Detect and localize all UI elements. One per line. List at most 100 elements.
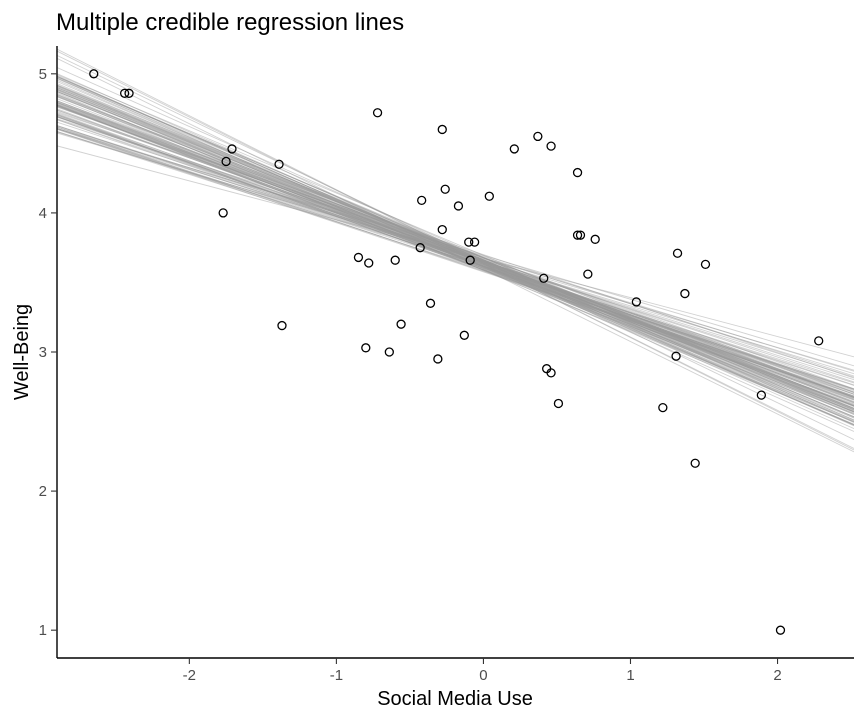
regression-line xyxy=(57,76,854,419)
regression-line xyxy=(57,76,854,421)
chart-title: Multiple credible regression lines xyxy=(56,9,404,36)
regression-line xyxy=(57,128,854,386)
regression-line xyxy=(57,54,854,441)
regression-line xyxy=(57,102,854,400)
data-point xyxy=(680,288,690,299)
regression-line xyxy=(57,100,854,413)
regression-line xyxy=(57,102,854,407)
regression-line xyxy=(57,89,854,411)
regression-line xyxy=(57,78,854,422)
data-point xyxy=(575,230,586,240)
data-point xyxy=(509,144,519,154)
regression-line xyxy=(57,89,854,423)
data-point xyxy=(484,191,494,201)
regression-line xyxy=(57,79,854,426)
regression-line xyxy=(57,110,854,393)
regression-line xyxy=(57,90,854,419)
regression-line xyxy=(57,85,854,411)
x-axis-title: Social Media Use xyxy=(377,688,533,710)
regression-line xyxy=(57,131,854,391)
regression-line xyxy=(57,105,854,399)
regression-line xyxy=(57,87,854,418)
regression-line xyxy=(57,73,854,426)
regression-line xyxy=(57,106,854,397)
regression-line xyxy=(57,104,854,402)
regression-line xyxy=(57,85,854,412)
regression-line xyxy=(57,130,854,384)
data-point xyxy=(546,368,556,378)
regression-line xyxy=(57,131,854,375)
regression-line xyxy=(57,101,854,409)
data-point xyxy=(459,330,469,340)
regression-line xyxy=(57,100,854,395)
y-tick-label: 5 xyxy=(39,66,47,83)
data-point xyxy=(384,347,394,357)
x-tick-label: 2 xyxy=(773,667,781,684)
regression-line xyxy=(57,96,854,407)
regression-line xyxy=(57,116,854,401)
y-tick-label: 2 xyxy=(39,483,47,500)
regression-lines xyxy=(57,48,854,453)
regression-line xyxy=(57,67,854,424)
data-point xyxy=(227,144,237,154)
regression-line xyxy=(57,115,854,400)
data-point xyxy=(277,320,287,331)
regression-line xyxy=(57,124,854,390)
regression-line xyxy=(57,103,854,403)
regression-line xyxy=(57,116,854,394)
regression-line xyxy=(57,128,854,397)
regression-line xyxy=(57,125,854,381)
regression-line xyxy=(57,114,854,393)
data-point xyxy=(572,167,583,178)
regression-line xyxy=(57,127,854,367)
data-point xyxy=(440,184,450,194)
regression-line xyxy=(57,74,854,413)
regression-line xyxy=(57,94,854,406)
y-tick-label: 3 xyxy=(39,344,47,361)
data-point xyxy=(361,343,371,353)
regression-line xyxy=(57,108,854,404)
data-point xyxy=(390,255,400,265)
regression-line xyxy=(57,145,854,358)
data-point xyxy=(539,273,549,283)
data-point xyxy=(433,354,443,364)
regression-line xyxy=(57,95,854,423)
regression-line xyxy=(57,102,854,393)
regression-line xyxy=(57,77,854,432)
data-point xyxy=(756,390,767,400)
data-points xyxy=(89,69,824,635)
regression-line xyxy=(57,104,854,413)
regression-line xyxy=(57,109,854,399)
data-point xyxy=(775,625,786,635)
regression-line xyxy=(57,127,854,378)
regression-line xyxy=(57,126,854,372)
regression-line xyxy=(57,113,854,406)
data-point xyxy=(533,131,543,142)
data-point xyxy=(583,269,593,279)
y-tick-label: 4 xyxy=(39,205,47,222)
data-point xyxy=(464,237,474,247)
regression-line xyxy=(57,119,854,392)
regression-line xyxy=(57,100,854,404)
data-point xyxy=(89,69,99,79)
data-point xyxy=(119,88,130,98)
regression-line xyxy=(57,96,854,404)
regression-line xyxy=(57,109,854,395)
regression-line xyxy=(57,81,854,421)
regression-line xyxy=(57,48,854,451)
data-point xyxy=(218,208,228,218)
data-point xyxy=(671,351,681,361)
regression-line xyxy=(57,87,854,411)
regression-line xyxy=(57,126,854,398)
x-tick-label: -2 xyxy=(183,667,196,684)
data-point xyxy=(415,243,425,253)
y-axis-ticks: 1 2 3 4 5 xyxy=(39,66,57,639)
regression-line xyxy=(57,89,854,409)
regression-line xyxy=(57,118,854,377)
regression-line xyxy=(57,91,854,412)
data-point xyxy=(372,108,383,118)
data-point xyxy=(814,336,824,346)
regression-line xyxy=(57,128,854,395)
data-point xyxy=(465,255,475,265)
